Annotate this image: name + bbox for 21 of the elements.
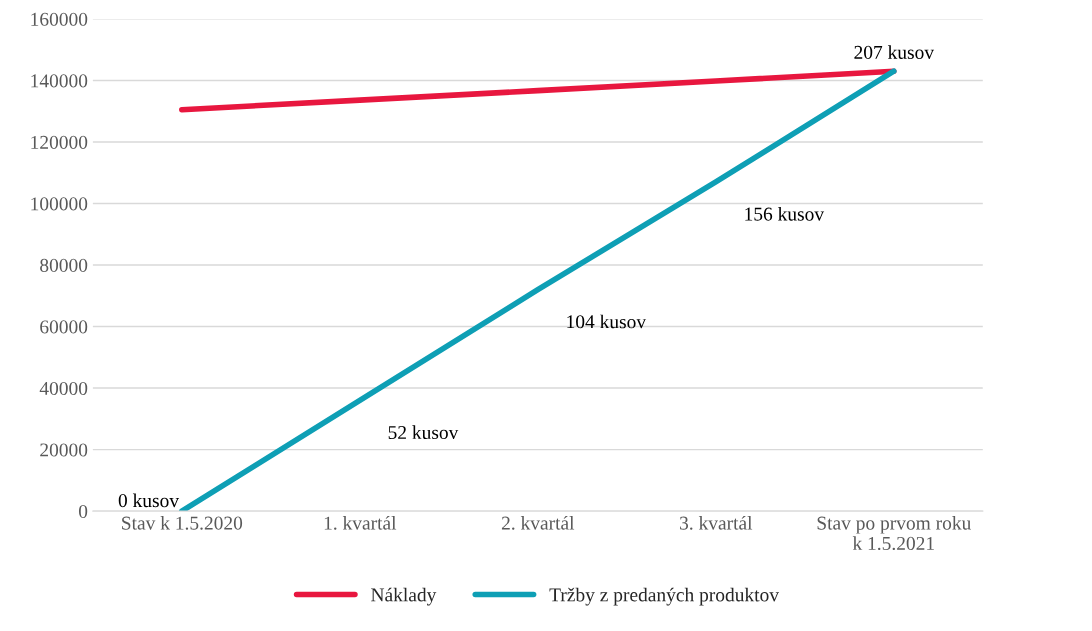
- annotation: 0 kusov: [118, 493, 180, 508]
- annotation: 104 kusov: [567, 314, 647, 329]
- x-tick-label: 3. kvartál: [680, 515, 753, 530]
- y-tick-label: 140000: [31, 74, 88, 88]
- annotation: 207 kusov: [854, 45, 935, 59]
- x-tick-label: Stav k 1.5.2020: [122, 515, 243, 530]
- legend-label: Tržby z predaných produktov: [549, 587, 780, 606]
- legend-label: Náklady: [371, 587, 437, 606]
- y-tick-label: 80000: [40, 258, 88, 272]
- y-tick-label: 0: [78, 504, 88, 519]
- y-tick-label: 60000: [40, 320, 88, 334]
- y-tick-label: 40000: [39, 381, 88, 395]
- x-tick-label: 1. kvartál: [324, 515, 397, 530]
- annotation: 52 kusov: [388, 425, 459, 440]
- x-tick-label: 2. kvartál: [501, 515, 575, 530]
- y-tick-label: 120000: [31, 135, 88, 149]
- y-tick-label: 20000: [40, 443, 88, 457]
- annotation: 156 kusov: [745, 206, 825, 221]
- y-tick-label: 160000: [31, 12, 88, 26]
- x-tick-label: Stav po prvom roku k 1.5.2021: [817, 515, 971, 551]
- y-tick-label: 100000: [31, 197, 88, 211]
